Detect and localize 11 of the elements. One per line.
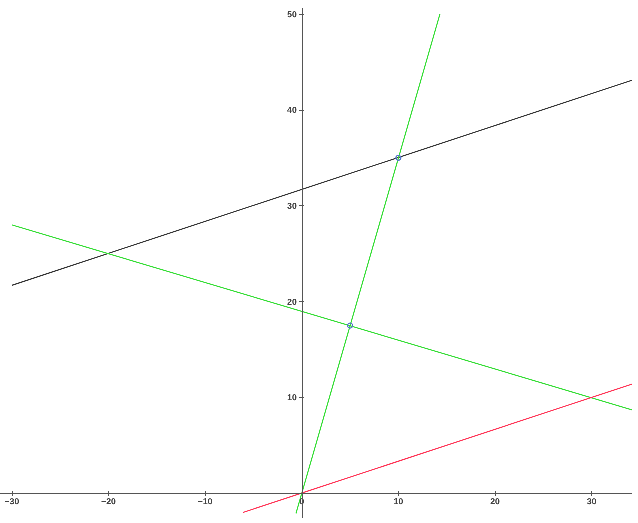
y-tick-label: 10 bbox=[287, 392, 298, 403]
y-tick-label: 20 bbox=[287, 296, 298, 307]
y-tick-label: 50 bbox=[287, 9, 298, 20]
x-tick-label: −10 bbox=[198, 496, 213, 507]
x-tick-label: −20 bbox=[101, 496, 116, 507]
x-tick-label: 20 bbox=[490, 496, 500, 507]
x-tick-label: 30 bbox=[587, 496, 597, 507]
x-tick-label: −30 bbox=[4, 496, 20, 507]
x-tick-label: 10 bbox=[394, 496, 404, 507]
y-tick-label: 30 bbox=[287, 200, 298, 211]
y-tick-label: 40 bbox=[287, 105, 298, 116]
